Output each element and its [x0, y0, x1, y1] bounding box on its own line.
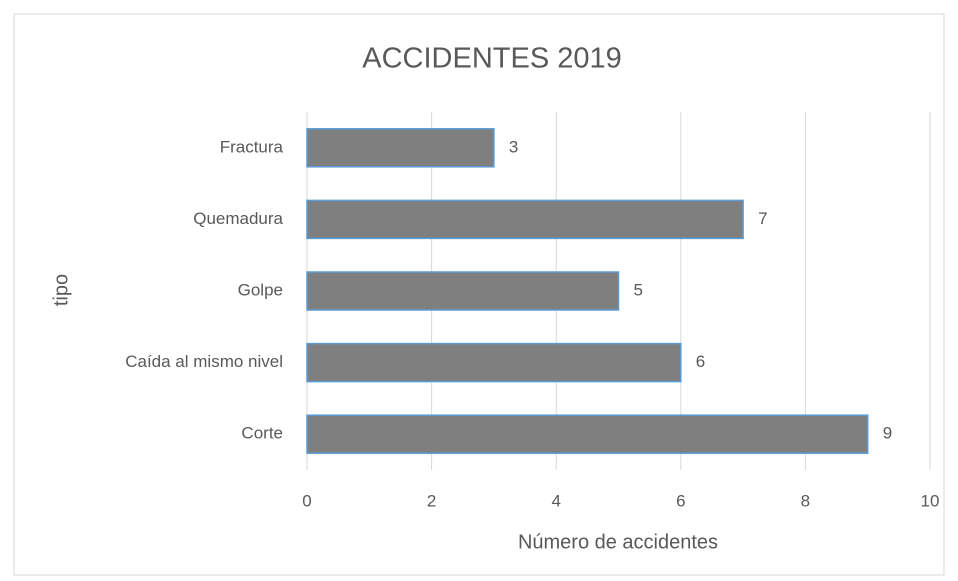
x-axis-label: Número de accidentes: [518, 531, 718, 553]
data-label: 3: [509, 137, 518, 156]
data-label: 5: [634, 280, 643, 299]
y-tick-label: Caída al mismo nivel: [125, 352, 283, 371]
y-tick-label: Golpe: [238, 280, 283, 299]
x-tick-label: 0: [302, 491, 311, 510]
x-tick-label: 8: [801, 491, 810, 510]
bar: [306, 271, 620, 311]
x-tick-label: 4: [551, 491, 560, 510]
x-tick-label: 10: [921, 491, 940, 510]
y-tick-label: Quemadura: [193, 209, 283, 228]
data-label: 9: [883, 424, 892, 443]
bar: [306, 128, 495, 168]
x-tick-label: 2: [427, 491, 436, 510]
y-tick-label: Fractura: [220, 137, 284, 156]
chart-title: ACCIDENTES 2019: [362, 43, 622, 75]
data-label: 6: [696, 352, 705, 371]
x-tick-label: 6: [676, 491, 685, 510]
y-axis-label: tipo: [50, 274, 72, 306]
y-tick-label: Corte: [241, 424, 283, 443]
bar: [306, 199, 744, 240]
data-label: 7: [758, 209, 767, 228]
bar: [306, 414, 869, 454]
bar: [306, 342, 682, 383]
